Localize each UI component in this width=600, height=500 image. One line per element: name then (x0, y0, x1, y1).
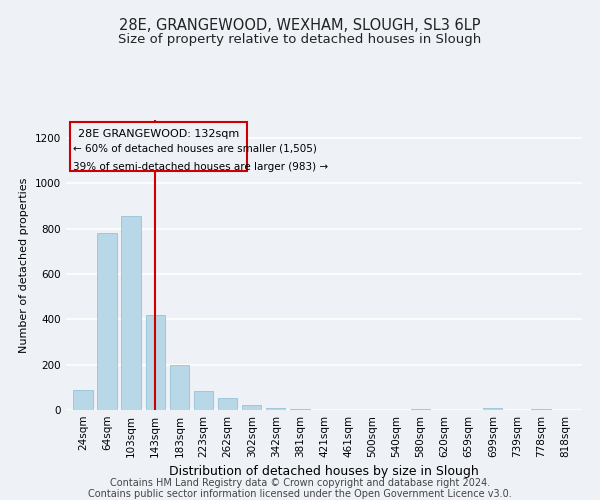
Text: 28E, GRANGEWOOD, WEXHAM, SLOUGH, SL3 6LP: 28E, GRANGEWOOD, WEXHAM, SLOUGH, SL3 6LP (119, 18, 481, 32)
Bar (73, 390, 92, 410)
Bar (266, 408, 286, 410)
Bar (70, 122, 247, 171)
Bar (218, 398, 237, 410)
Text: ← 60% of detached houses are smaller (1,505): ← 60% of detached houses are smaller (1,… (73, 144, 317, 154)
Bar (290, 409, 310, 410)
Bar (411, 409, 430, 410)
Bar (532, 409, 551, 410)
Bar (97, 234, 116, 410)
Bar (242, 405, 262, 410)
Y-axis label: Number of detached properties: Number of detached properties (19, 178, 29, 352)
Bar (121, 216, 141, 410)
Text: 28E GRANGEWOOD: 132sqm: 28E GRANGEWOOD: 132sqm (77, 128, 239, 138)
Bar (146, 315, 165, 410)
Bar (170, 364, 189, 410)
X-axis label: Distribution of detached houses by size in Slough: Distribution of detached houses by size … (169, 466, 479, 478)
Text: Contains HM Land Registry data © Crown copyright and database right 2024.: Contains HM Land Registry data © Crown c… (110, 478, 490, 488)
Text: 39% of semi-detached houses are larger (983) →: 39% of semi-detached houses are larger (… (73, 162, 328, 172)
Bar (483, 408, 502, 410)
Text: Contains public sector information licensed under the Open Government Licence v3: Contains public sector information licen… (88, 489, 512, 499)
Bar (194, 390, 213, 410)
Text: Size of property relative to detached houses in Slough: Size of property relative to detached ho… (118, 32, 482, 46)
